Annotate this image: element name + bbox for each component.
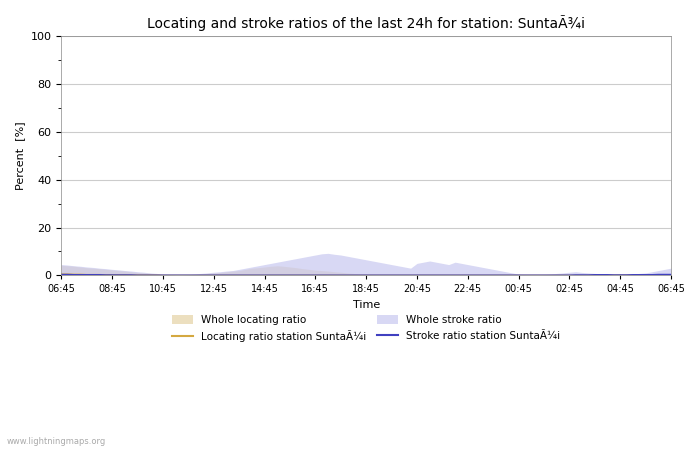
Legend: Whole locating ratio, Locating ratio station SuntaÃ¼i, Whole stroke ratio, Strok: Whole locating ratio, Locating ratio sta…: [168, 311, 564, 346]
Y-axis label: Percent  [%]: Percent [%]: [15, 122, 25, 190]
Text: www.lightningmaps.org: www.lightningmaps.org: [7, 436, 106, 446]
X-axis label: Time: Time: [353, 300, 380, 310]
Title: Locating and stroke ratios of the last 24h for station: SuntaÃ¾i: Locating and stroke ratios of the last 2…: [147, 15, 585, 31]
